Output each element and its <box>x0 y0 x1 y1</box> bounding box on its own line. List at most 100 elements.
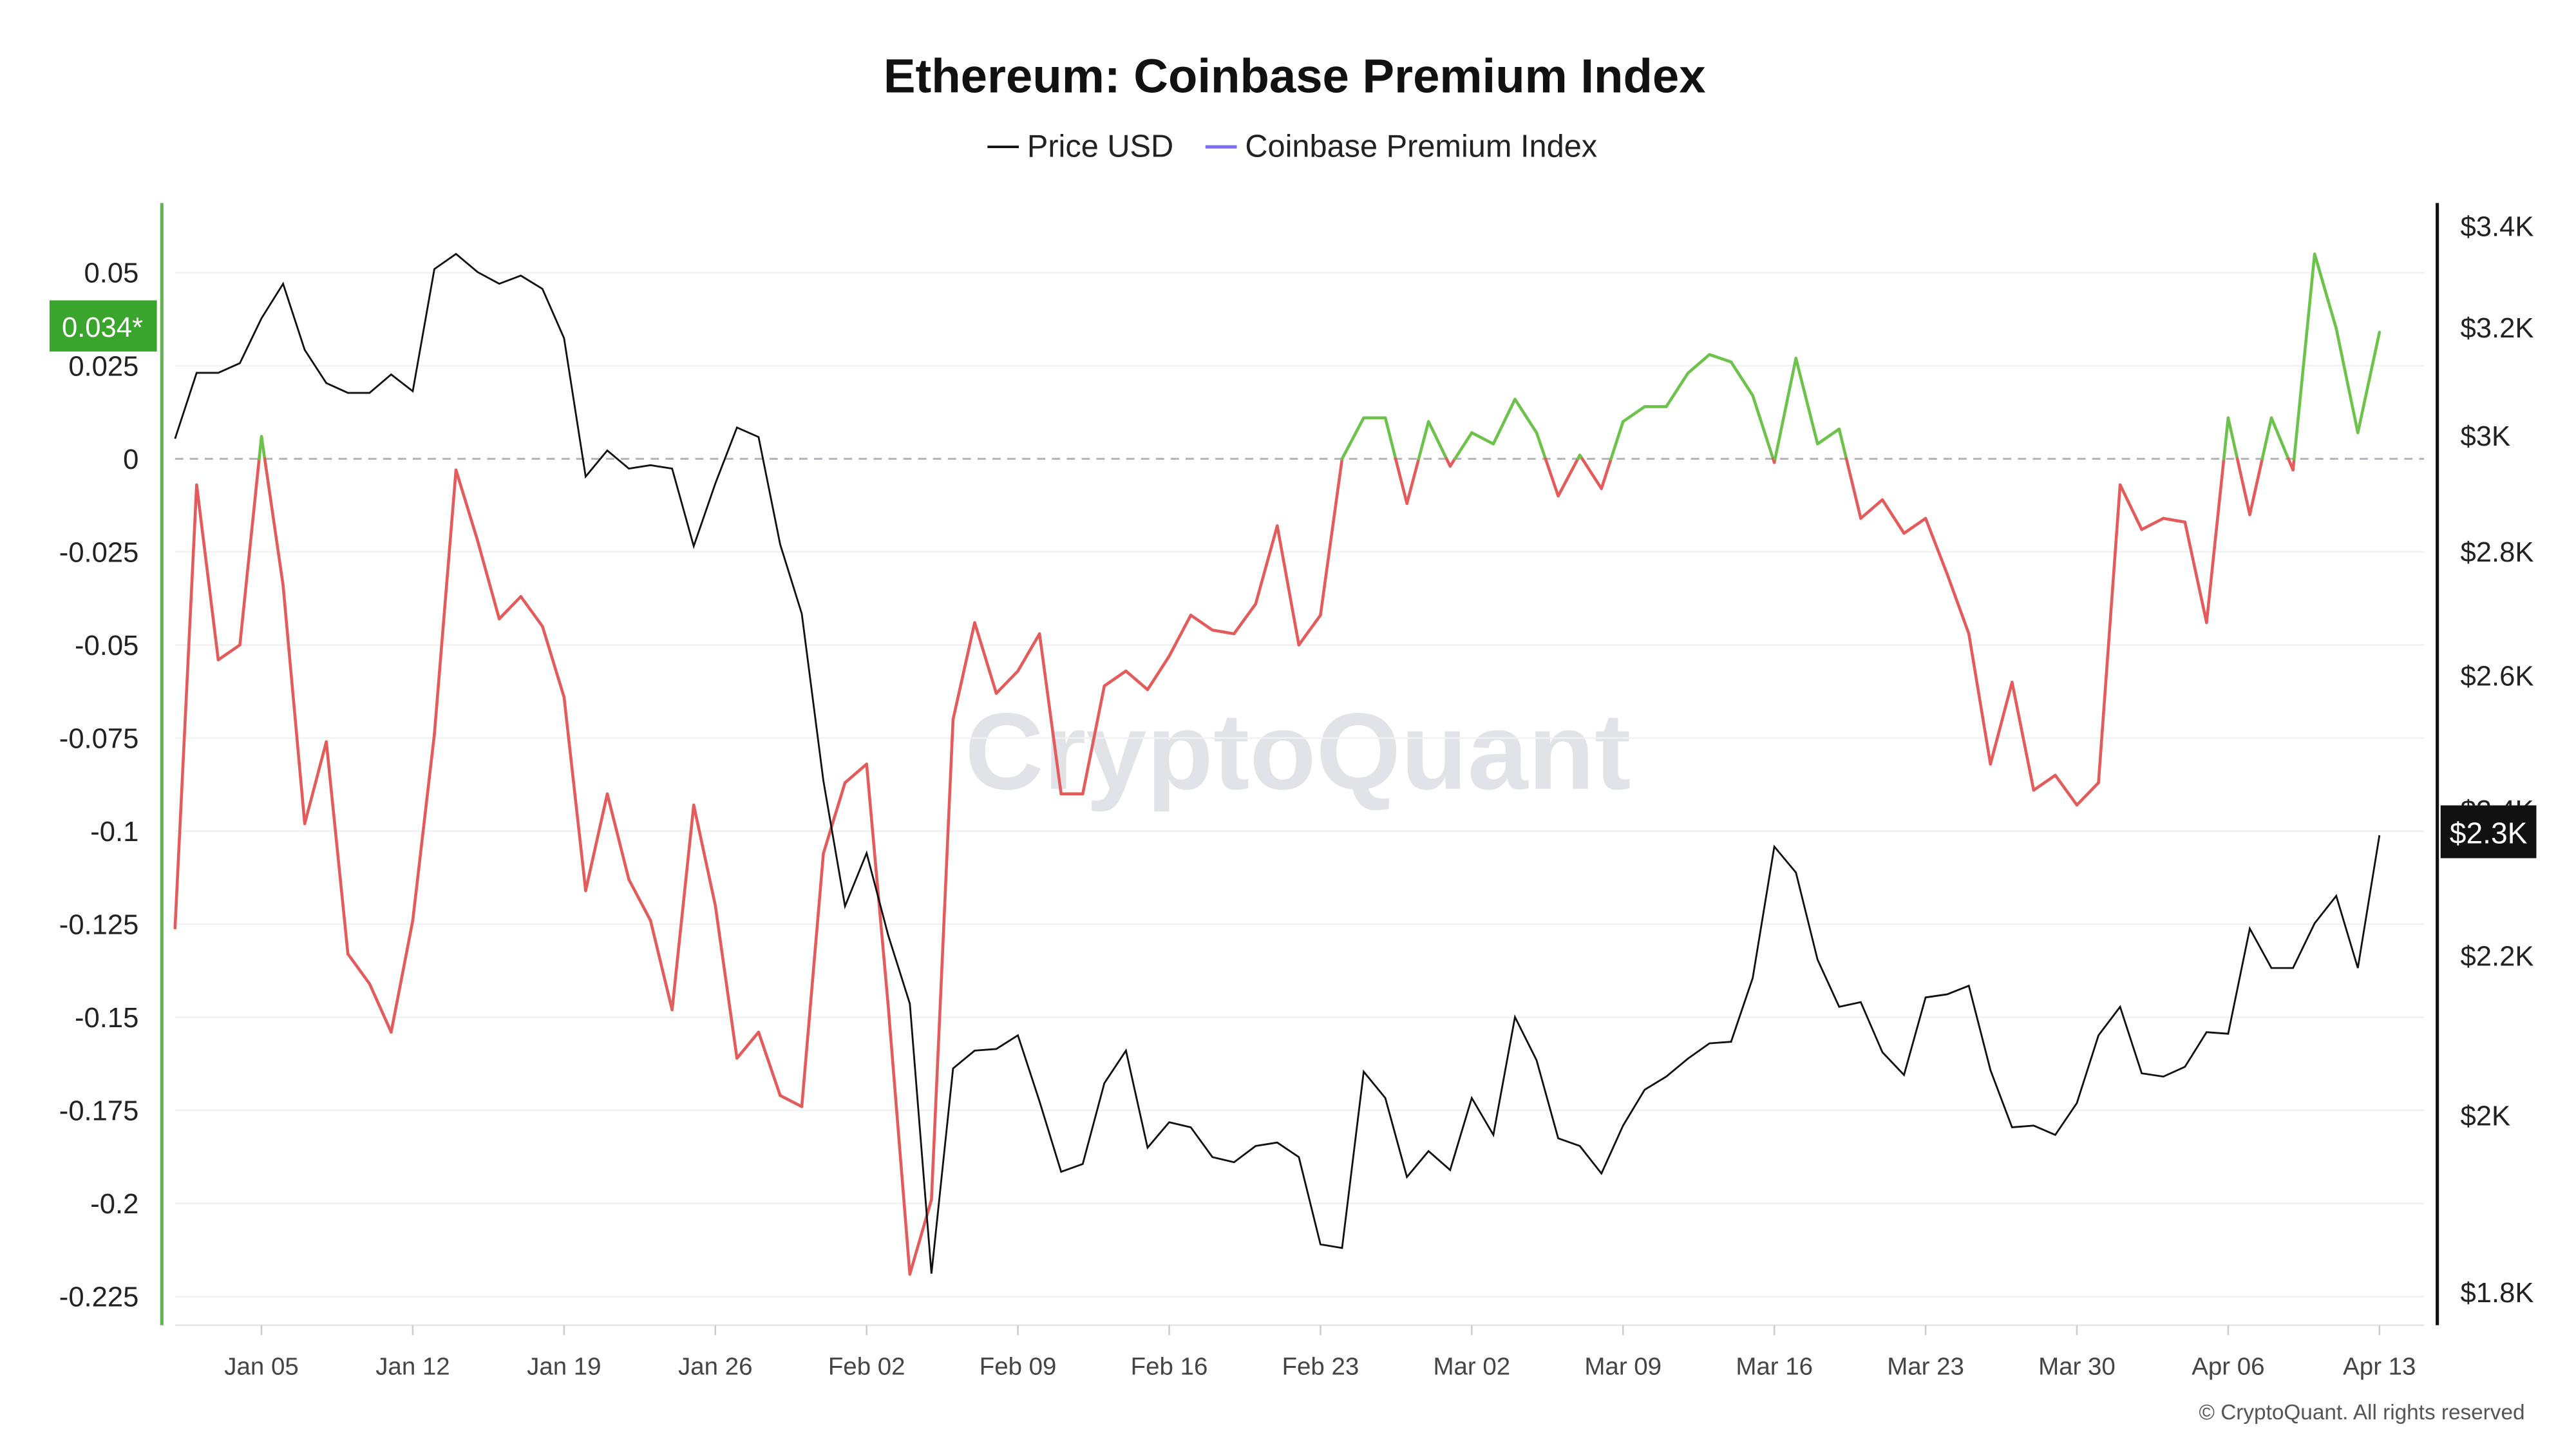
premium-line-segment <box>2054 773 2079 807</box>
premium-line-segment <box>195 483 220 661</box>
premium-line-segment <box>930 717 955 1202</box>
premium-line-segment <box>886 1004 912 1276</box>
premium-line-segment <box>1902 516 1927 535</box>
premium-line-segment <box>476 539 501 621</box>
x-tick-label: Mar 16 <box>1736 1353 1813 1381</box>
x-axis-ticks: Jan 05 Jan 12 Jan 19 Jan 26 Feb 02 Feb 09 Feb … <box>224 1325 2416 1381</box>
premium-line-segment <box>1405 457 1421 506</box>
premium-line-segment <box>1232 602 1258 636</box>
premium-line-segment <box>1383 416 1397 460</box>
left-axis-ticks: 0.05 0.025 0 -0.025 -0.05 -0.075 -0.1 -0.125 -0.… <box>59 258 139 1313</box>
premium-line-segment <box>390 918 415 1034</box>
x-tick-label: Mar 23 <box>1887 1353 1964 1381</box>
premium-line-segment <box>1859 498 1884 520</box>
right-tick-label: $1.8K <box>2461 1278 2534 1309</box>
premium-line-segment <box>1513 397 1539 435</box>
copyright: © CryptoQuant. All rights reserved <box>2199 1401 2524 1425</box>
premium-line-segment <box>994 669 1019 695</box>
current-price-value: $2.3K <box>2450 817 2528 850</box>
premium-line-segment <box>1297 613 1322 647</box>
x-tick-label: Jan 26 <box>678 1353 752 1381</box>
premium-line-segment <box>1535 431 1548 460</box>
premium-line-segment <box>1275 524 1301 647</box>
legend-item-price[interactable]: Price USD <box>987 129 1173 164</box>
premium-line-segment <box>2161 516 2187 524</box>
left-tick-label: -0.225 <box>59 1282 139 1313</box>
watermark: CryptoQuant <box>965 690 1631 812</box>
premium-line-segment <box>822 781 847 855</box>
premium-line-segment <box>1946 573 1971 636</box>
x-tick-label: Mar 02 <box>1433 1353 1510 1381</box>
premium-line-segment <box>2356 330 2382 435</box>
premium-line-segment <box>368 982 393 1034</box>
left-tick-label: 0 <box>123 444 138 475</box>
chart-title: Ethereum: Coinbase Premium Index <box>884 50 1706 103</box>
premium-line-segment <box>908 1198 933 1276</box>
premium-line-segment <box>973 621 998 695</box>
right-tick-label: $2K <box>2461 1101 2511 1132</box>
gridlines <box>175 272 2425 1298</box>
premium-line-segment <box>2293 252 2316 460</box>
price-line <box>174 252 2381 1274</box>
premium-line-segment <box>1037 632 1063 796</box>
premium-line-segment <box>800 851 825 1108</box>
premium-line-segment <box>1470 431 1495 446</box>
premium-line-segment <box>1124 669 1150 692</box>
x-tick-label: Feb 02 <box>828 1353 905 1381</box>
premium-line-segment <box>714 904 739 1060</box>
premium-line-segment <box>2075 781 2100 807</box>
premium-line-segment <box>1492 397 1517 446</box>
premium-line-segment <box>1621 405 1647 423</box>
premium-line-segment <box>325 740 350 956</box>
premium-line-segment <box>2226 416 2239 460</box>
premium-line-segment <box>454 468 479 542</box>
premium-line-segment <box>2140 516 2165 531</box>
left-tick-label: -0.1 <box>90 817 138 848</box>
x-tick-label: Mar 30 <box>2038 1353 2116 1381</box>
premium-line-segment <box>1319 457 1344 617</box>
premium-line-segment <box>1557 457 1580 498</box>
legend: Price USD Coinbase Premium Index <box>987 129 1597 164</box>
premium-line-segment <box>2032 773 2057 792</box>
premium-line-segment <box>433 468 458 736</box>
premium-line-segment <box>2010 680 2036 792</box>
premium-line-segment <box>2248 457 2264 516</box>
premium-line-segment <box>779 1094 804 1108</box>
premium-line-segment <box>2269 416 2290 460</box>
premium-line-segment <box>263 457 285 587</box>
premium-line-segment <box>2118 483 2143 531</box>
premium-line-segment <box>670 803 696 1012</box>
premium-line-segment <box>2235 457 2251 516</box>
legend-item-premium[interactable]: Coinbase Premium Index <box>1205 129 1597 164</box>
premium-line-segment <box>627 878 652 922</box>
premium-line-segment <box>1729 360 1754 397</box>
premium-series <box>173 252 2382 1276</box>
premium-line-segment <box>1794 357 1819 446</box>
right-tick-label: $2.2K <box>2461 941 2534 972</box>
premium-line-segment <box>692 803 717 907</box>
premium-line-segment <box>1417 420 1430 460</box>
premium-line-segment <box>2097 483 2122 784</box>
premium-line-segment <box>1426 420 1448 460</box>
premium-line-segment <box>1815 427 1841 446</box>
premium-line-segment <box>562 696 587 893</box>
premium-line-segment <box>216 643 242 661</box>
premium-line-segment <box>346 952 372 985</box>
legend-label-premium: Coinbase Premium Index <box>1245 129 1597 164</box>
left-tick-label: -0.175 <box>59 1096 139 1127</box>
right-tick-label: $3K <box>2461 421 2511 452</box>
premium-line-segment <box>1967 632 1993 766</box>
premium-line-segment <box>260 435 267 460</box>
x-tick-label: Mar 09 <box>1584 1353 1662 1381</box>
left-tick-label: 0.05 <box>84 258 139 289</box>
left-tick-label: -0.05 <box>75 630 138 661</box>
x-tick-label: Jan 12 <box>375 1353 450 1381</box>
premium-line-segment <box>1609 420 1625 460</box>
premium-line-segment <box>1708 353 1733 364</box>
premium-line-segment <box>281 583 307 826</box>
premium-line-segment <box>1340 416 1365 460</box>
premium-line-segment <box>1686 353 1711 375</box>
premium-line-segment <box>1989 680 2014 766</box>
current-premium-label: 0.034* <box>49 300 157 352</box>
